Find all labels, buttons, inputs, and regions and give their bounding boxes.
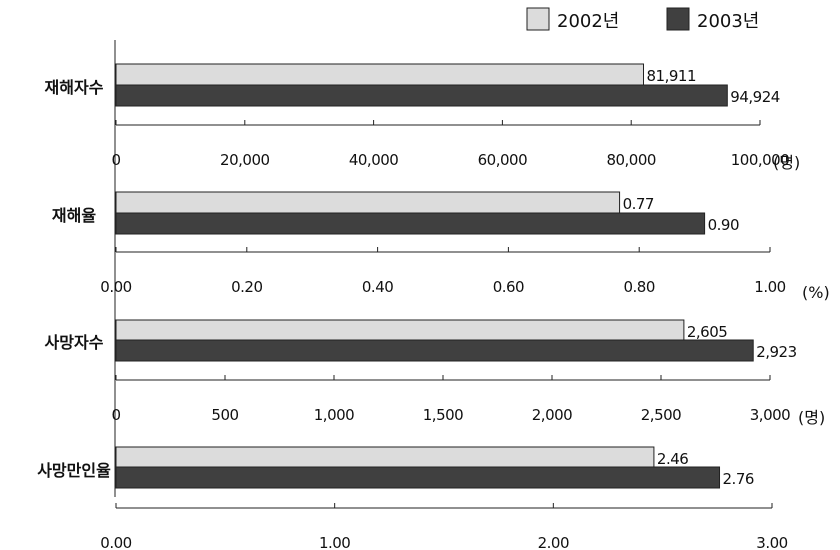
- tick-label: 80,000: [606, 151, 656, 169]
- tick-label: 20,000: [220, 151, 270, 169]
- legend-label-2: 2003년: [697, 11, 759, 32]
- bar-1: [115, 319, 685, 342]
- category-label: 사망자수: [45, 333, 104, 352]
- tick-label: 100,000: [731, 151, 790, 169]
- tick-label: 2,000: [532, 406, 572, 424]
- tick-label: 1.00: [319, 534, 350, 550]
- tick-label: 2.00: [538, 534, 569, 550]
- tick-label: 0.00: [100, 534, 131, 550]
- bar-2: [115, 212, 706, 235]
- tick-label: 0.60: [493, 278, 524, 296]
- tick-label: 2,500: [641, 406, 681, 424]
- bar-2: [115, 339, 754, 362]
- tick-label: 0.00: [100, 278, 131, 296]
- category-label: 재해자수: [45, 78, 104, 97]
- tick-label: 500: [211, 406, 238, 424]
- panel-2: 재해율 0.77 0.90 0.00 0.20 0.40 0.60 0.80 1.00 (%): [52, 191, 830, 302]
- tick-label: 0.20: [231, 278, 262, 296]
- panel-1: 재해자수 81,911 94,924 0 20,000 40,000 60,000 80,00…: [45, 63, 800, 172]
- tick-label: 1,000: [314, 406, 354, 424]
- data-label-2: 2,923: [756, 343, 796, 361]
- data-label-2: 0.90: [708, 216, 739, 234]
- bar-2: [115, 466, 721, 489]
- data-label-1: 0.77: [623, 195, 654, 213]
- legend-swatch-1: [526, 7, 550, 31]
- panels: 재해자수 81,911 94,924 0 20,000 40,000 60,000 80,00…: [37, 63, 830, 550]
- legend: 2002년 2003년: [526, 7, 759, 32]
- tick-label: 60,000: [478, 151, 528, 169]
- legend-swatch-2: [666, 7, 690, 31]
- data-label-2: 94,924: [730, 88, 780, 106]
- tick-label: 0: [111, 151, 120, 169]
- tick-label: 3.00: [756, 534, 787, 550]
- bar-1: [115, 63, 645, 86]
- bar-2: [115, 84, 728, 107]
- tick-label: 0.80: [623, 278, 654, 296]
- tick-label: 0.40: [362, 278, 393, 296]
- bar-1: [115, 191, 621, 214]
- category-label: 재해율: [52, 206, 96, 225]
- tick-label: 1,500: [423, 406, 463, 424]
- data-label-2: 2.76: [723, 470, 754, 488]
- unit-label: (%): [802, 283, 830, 302]
- legend-label-1: 2002년: [557, 11, 619, 32]
- tick-label: 3,000: [750, 406, 790, 424]
- unit-label: (명): [798, 408, 825, 427]
- panel-4: 사망만인율 2.46 2.76 0.00 1.00 2.00 3.00: [37, 446, 788, 550]
- bar-1: [115, 446, 655, 469]
- data-label-1: 2.46: [657, 450, 688, 468]
- tick-label: 0: [111, 406, 120, 424]
- unit-label: (명): [773, 153, 800, 172]
- tick-label: 40,000: [349, 151, 399, 169]
- category-label: 사망만인율: [37, 461, 111, 480]
- data-label-1: 2,605: [687, 323, 727, 341]
- panel-3: 사망자수 2,605 2,923 0 500 1,000 1,500 2,000 2,500 3,…: [45, 319, 825, 427]
- data-label-1: 81,911: [647, 67, 697, 85]
- tick-label: 1.00: [754, 278, 785, 296]
